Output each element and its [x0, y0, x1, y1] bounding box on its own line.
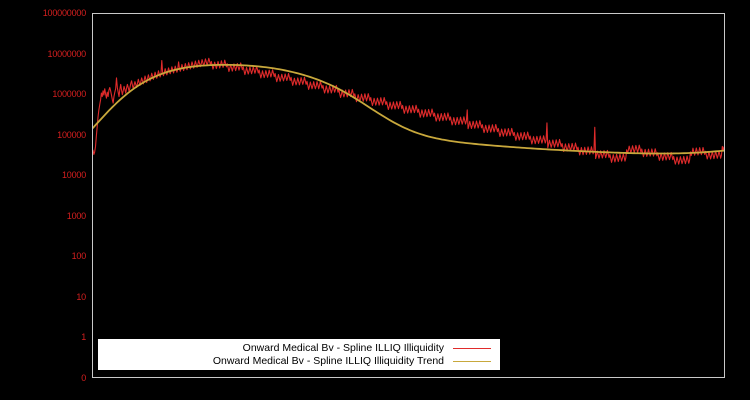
- line-illiquidity: [93, 57, 724, 165]
- legend-entry-illiquidity: Onward Medical Bv - Spline ILLIQ Illiqui…: [99, 342, 499, 355]
- legend-label-illiquidity-trend: Onward Medical Bv - Spline ILLIQ Illiqui…: [212, 355, 444, 367]
- y-tick-label: 1000000: [52, 89, 86, 100]
- y-tick-label: 100000000: [42, 8, 86, 18]
- y-axis: 100000000 10000000 1000000 100000 10000 1000 1…: [0, 0, 92, 400]
- legend-swatch-illiquidity-trend: [453, 361, 491, 362]
- y-tick-label: 1: [81, 332, 86, 343]
- series-canvas: [93, 57, 724, 165]
- y-tick-label: 1000: [66, 210, 86, 221]
- plot-area: [92, 13, 725, 378]
- y-tick-label: 10000: [61, 170, 86, 181]
- legend-entry-illiquidity-trend: Onward Medical Bv - Spline ILLIQ Illiqui…: [99, 355, 499, 368]
- y-tick-label: 10000000: [47, 48, 87, 59]
- y-tick-label: 100: [71, 251, 87, 262]
- legend-label-illiquidity: Onward Medical Bv - Spline ILLIQ Illiqui…: [242, 342, 444, 354]
- y-tick-label: 100000: [57, 129, 86, 140]
- y-tick-label: 10: [76, 291, 86, 302]
- line-illiquidity-trend: [93, 63, 724, 155]
- legend: Onward Medical Bv - Spline ILLIQ Illiqui…: [98, 339, 500, 370]
- y-tick-label: 0: [81, 373, 86, 383]
- legend-swatch-illiquidity: [453, 348, 491, 349]
